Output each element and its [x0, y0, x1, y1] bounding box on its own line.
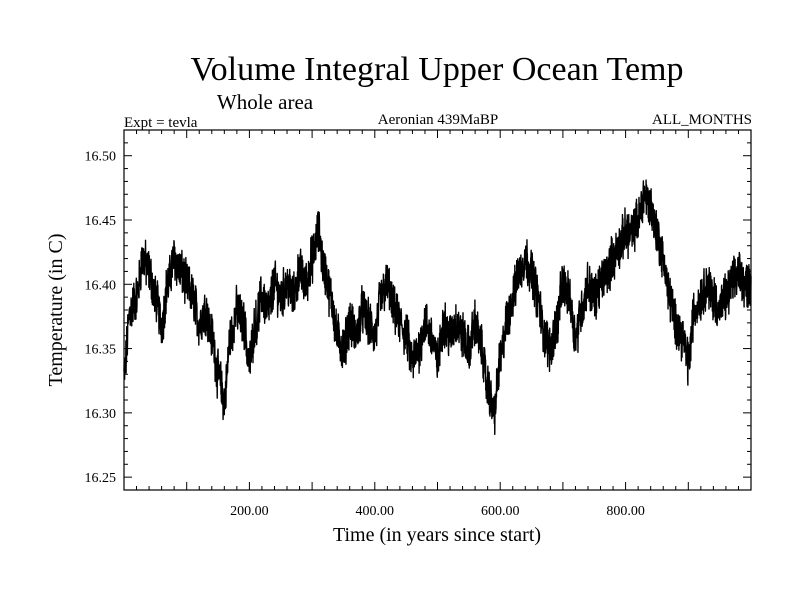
y-tick-label: 16.25 [85, 471, 117, 486]
x-tick-label: 600.00 [481, 504, 520, 519]
plot-frame [123, 129, 752, 491]
period-label: Aeronian 439MaBP [378, 112, 498, 128]
chart-subtitle: Whole area [217, 90, 314, 114]
months-label: ALL_MONTHS [652, 112, 752, 128]
experiment-label: Expt = tevla [124, 115, 198, 131]
y-axis-label: Temperature (in C) [45, 234, 67, 387]
x-axis-label: Time (in years since start) [333, 524, 541, 546]
x-tick-label: 200.00 [230, 504, 269, 519]
y-tick-label: 16.50 [85, 150, 117, 165]
y-axis: 16.25 16.30 16.35 16.40 16.45 16.50 [85, 129, 751, 486]
x-axis: 200.00 400.00 600.00 800.00 [136, 130, 739, 519]
x-tick-label: 400.00 [356, 504, 395, 519]
y-tick-label: 16.35 [85, 343, 117, 358]
series-line [123, 179, 752, 436]
chart-title: Volume Integral Upper Ocean Temp [191, 51, 684, 88]
series-group [123, 179, 752, 436]
y-tick-label: 16.45 [85, 214, 117, 229]
y-tick-label: 16.40 [85, 278, 117, 293]
x-tick-label: 800.00 [606, 504, 645, 519]
y-tick-label: 16.30 [85, 407, 117, 422]
